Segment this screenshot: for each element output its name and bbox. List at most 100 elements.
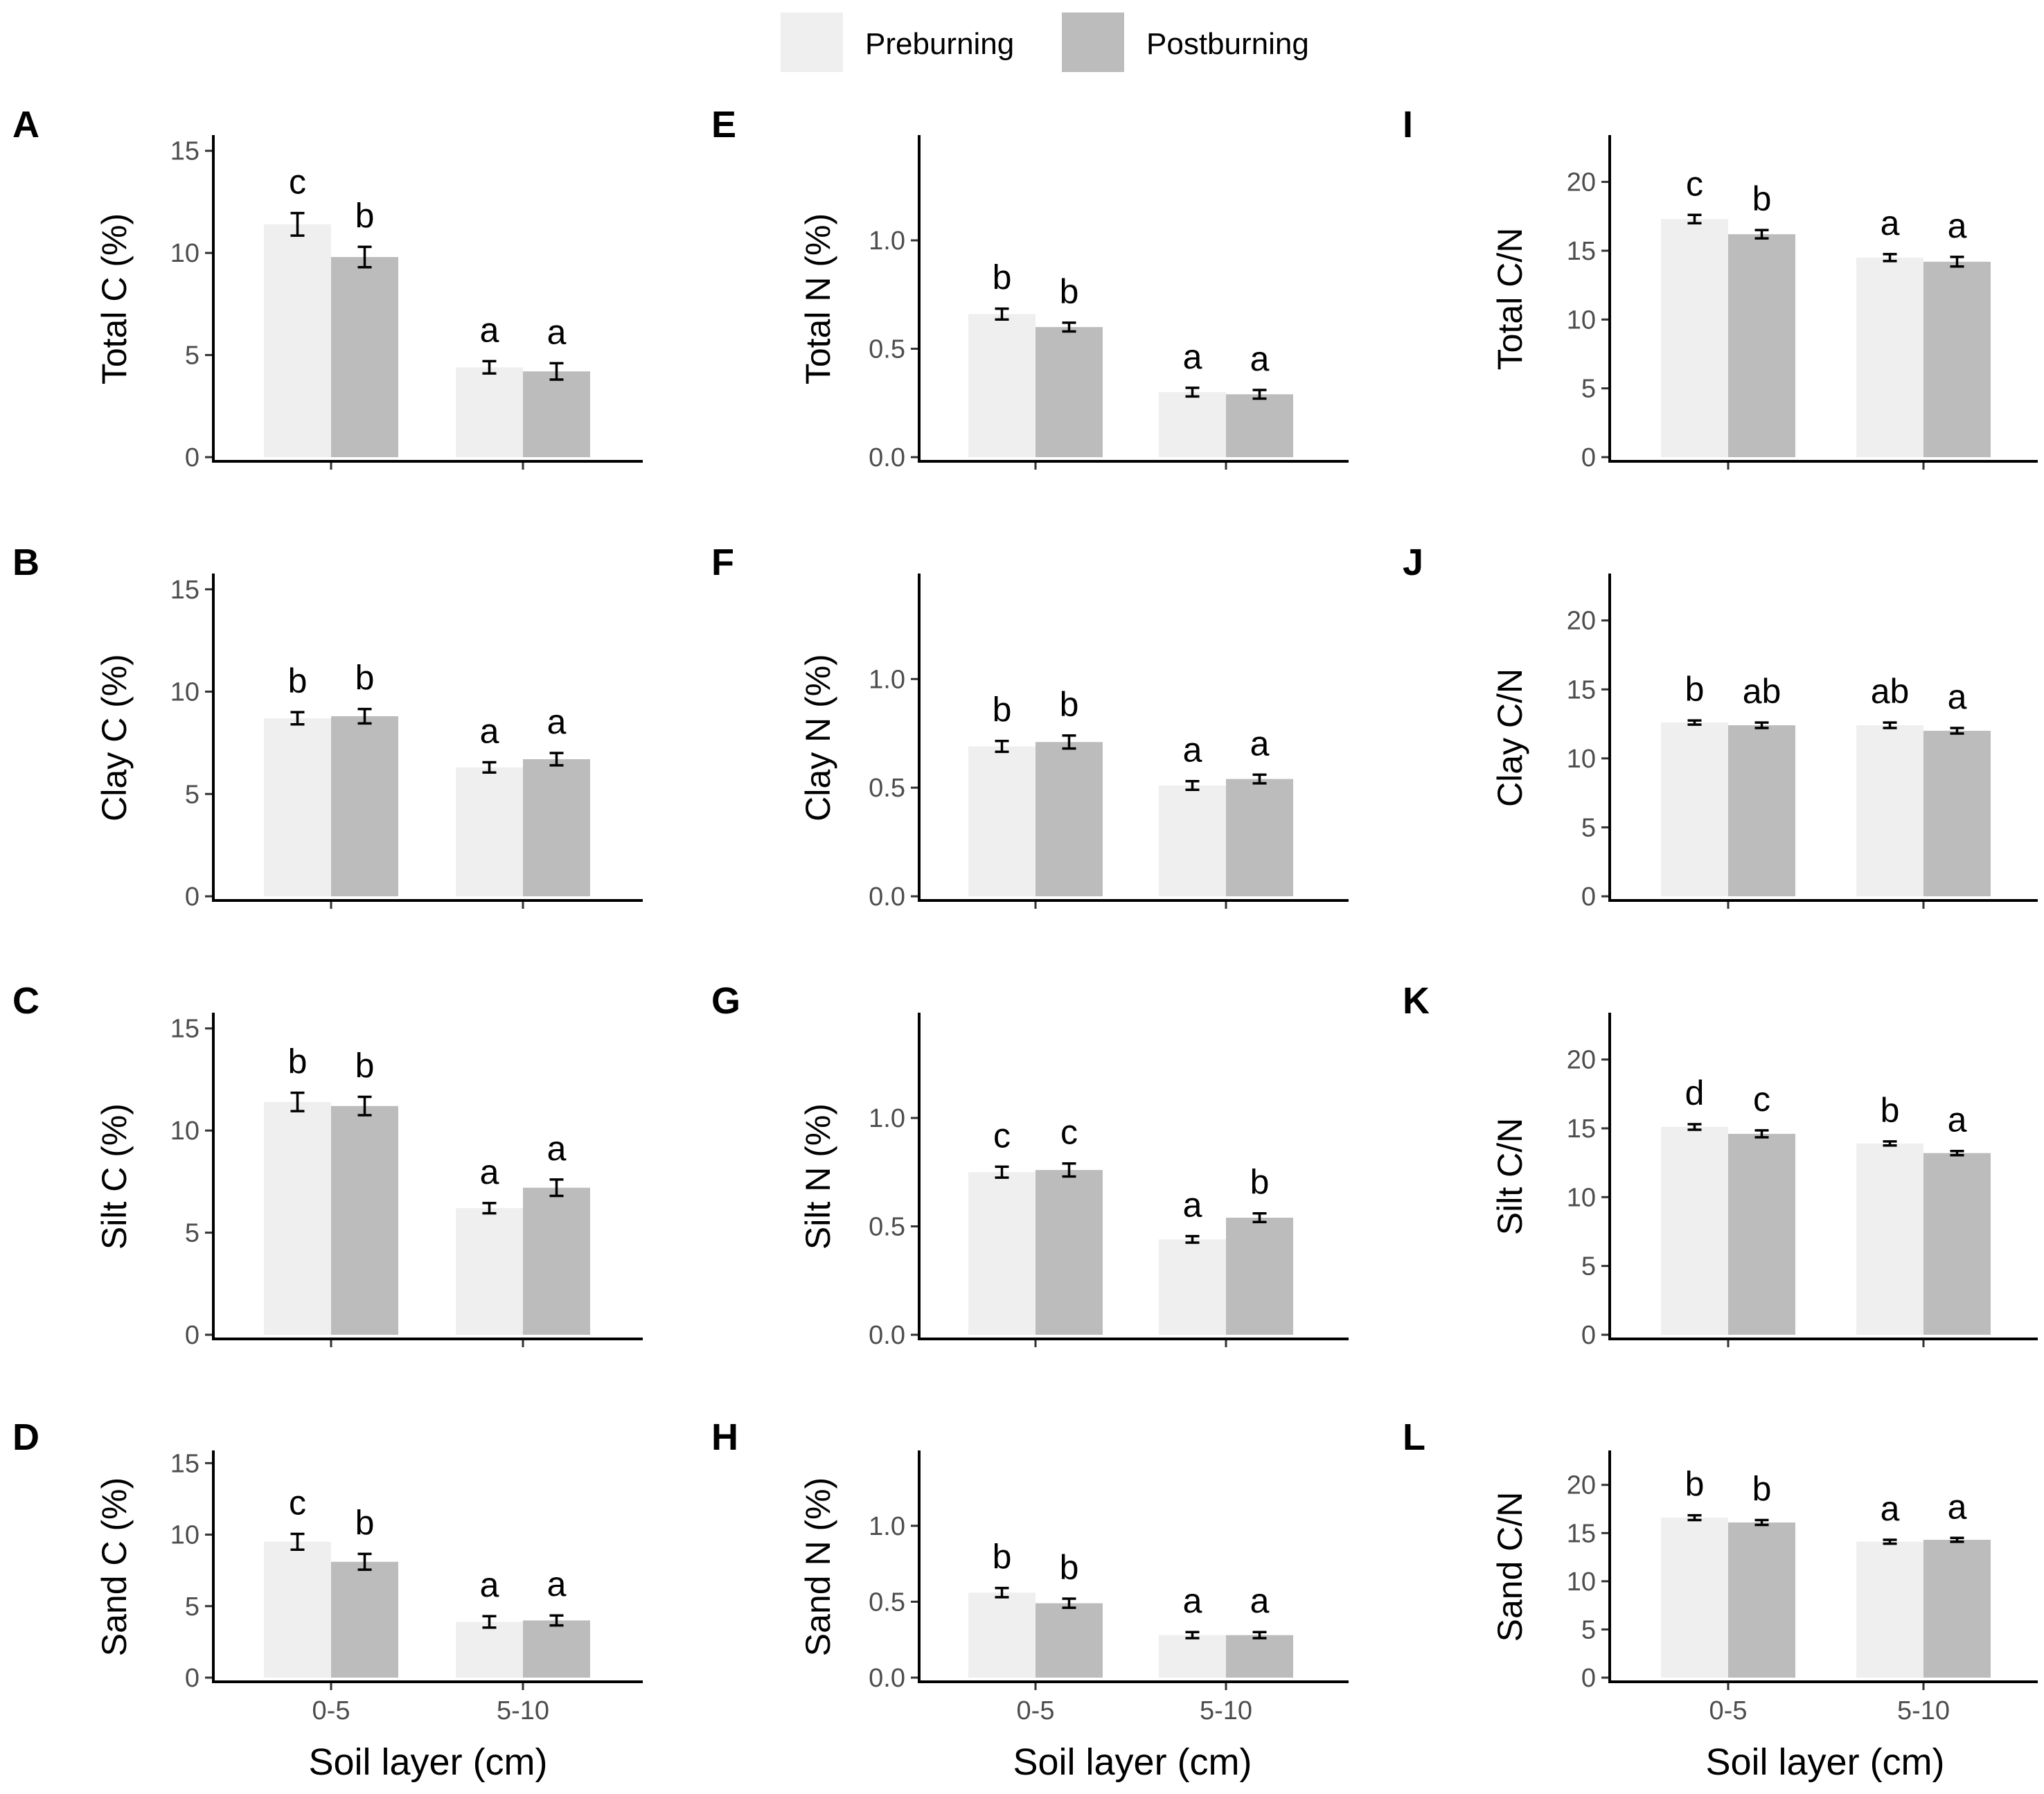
y-axis-title-h: Sand N (%)	[799, 1477, 837, 1656]
bar-h-0-5-preburning	[968, 1592, 1036, 1678]
significance-label-h: a	[1183, 1581, 1202, 1620]
y-tick-label-a: 15	[170, 137, 199, 166]
panel-letter-l: L	[1403, 1416, 1425, 1458]
panel-letter-a: A	[12, 104, 39, 145]
y-tick-label-e: 0.5	[869, 335, 905, 364]
y-axis-title-e: Total N (%)	[799, 213, 837, 384]
significance-label-a: b	[355, 196, 375, 235]
y-tick-label-b: 10	[170, 678, 199, 707]
significance-label-k: b	[1881, 1091, 1900, 1130]
significance-label-l: a	[1948, 1487, 1967, 1526]
significance-label-c: b	[288, 1042, 308, 1081]
significance-label-h: a	[1250, 1581, 1270, 1620]
bar-c-5-10-preburning	[456, 1208, 523, 1335]
bar-k-0-5-preburning	[1661, 1126, 1728, 1335]
panel-d: D Sand C (%) 0 5 10 15 c b 0-5 a a 5-10	[12, 1416, 643, 1725]
significance-label-e: a	[1183, 337, 1202, 376]
significance-label-e: b	[993, 258, 1012, 297]
bar-j-0-5-preburning	[1661, 722, 1728, 896]
y-axis-title-d: Sand C (%)	[95, 1477, 134, 1656]
significance-label-e: b	[1060, 272, 1079, 311]
significance-label-f: b	[1060, 685, 1079, 724]
bar-d-5-10-preburning	[456, 1622, 523, 1678]
panel-letter-f: F	[711, 542, 734, 583]
significance-label-e: a	[1250, 339, 1270, 378]
panel-k: K Silt C/N 0 5 10 15 20 d c b a	[1403, 980, 2038, 1350]
significance-label-k: c	[1753, 1080, 1770, 1119]
significance-label-d: a	[480, 1565, 499, 1604]
y-tick-label-l: 5	[1581, 1615, 1596, 1644]
significance-label-h: b	[1060, 1548, 1079, 1587]
significance-label-g: b	[1250, 1163, 1270, 1202]
bar-a-0-5-postburning	[331, 257, 398, 457]
bar-a-5-10-postburning	[523, 371, 590, 457]
significance-label-f: b	[993, 691, 1012, 729]
y-axis-title-g: Silt N (%)	[799, 1103, 837, 1250]
x-axis-title-col3: Soil layer (cm)	[1705, 1741, 1944, 1783]
bar-k-5-10-preburning	[1856, 1143, 1923, 1335]
significance-label-g: c	[993, 1116, 1011, 1155]
panel-e: E Total N (%) 0.0 0.5 1.0 b b a a	[711, 104, 1349, 472]
bar-a-0-5-preburning	[264, 224, 331, 457]
significance-label-a: a	[480, 310, 499, 349]
significance-label-a: a	[547, 312, 567, 351]
y-tick-label-f: 0.0	[869, 882, 905, 912]
bar-f-0-5-preburning	[968, 746, 1036, 896]
y-tick-label-h: 0.0	[869, 1664, 905, 1693]
y-tick-label-l: 20	[1567, 1471, 1596, 1500]
significance-label-k: a	[1948, 1101, 1967, 1139]
bar-f-0-5-postburning	[1036, 742, 1103, 896]
significance-label-b: b	[288, 661, 308, 700]
legend-swatch-preburning	[781, 12, 843, 72]
y-axis-title-b: Clay C (%)	[95, 654, 134, 821]
y-tick-label-c: 15	[170, 1015, 199, 1044]
significance-label-a: c	[289, 163, 306, 202]
bar-f-5-10-postburning	[1226, 779, 1293, 896]
bar-c-5-10-postburning	[523, 1187, 590, 1335]
legend-swatch-postburning	[1062, 12, 1124, 72]
bar-k-0-5-postburning	[1728, 1133, 1795, 1335]
bar-k-5-10-postburning	[1923, 1153, 1991, 1335]
bar-g-5-10-postburning	[1226, 1217, 1293, 1335]
bar-l-5-10-postburning	[1923, 1540, 1991, 1678]
y-tick-label-k: 0	[1581, 1321, 1596, 1350]
significance-label-k: d	[1685, 1074, 1705, 1112]
bar-b-0-5-postburning	[331, 716, 398, 896]
legend-label-postburning: Postburning	[1146, 27, 1309, 61]
panel-letter-g: G	[711, 980, 740, 1022]
bar-h-5-10-postburning	[1226, 1635, 1293, 1678]
y-tick-label-j: 15	[1567, 675, 1596, 704]
bar-l-0-5-postburning	[1728, 1522, 1795, 1678]
y-tick-label-i: 20	[1567, 168, 1596, 197]
x-tick-label-d: 0-5	[312, 1696, 350, 1725]
significance-label-j: a	[1948, 677, 1967, 716]
significance-label-i: c	[1686, 164, 1703, 203]
bar-j-0-5-postburning	[1728, 725, 1795, 896]
y-tick-label-d: 15	[170, 1449, 199, 1478]
panel-letter-b: B	[12, 542, 39, 583]
panel-f: F Clay N (%) 0.0 0.5 1.0 b b a a	[711, 542, 1349, 912]
y-tick-label-g: 0.5	[869, 1212, 905, 1241]
bar-b-0-5-preburning	[264, 718, 331, 896]
panel-letter-c: C	[12, 980, 39, 1022]
significance-label-i: a	[1881, 204, 1900, 242]
panel-c: C Silt C (%) 0 5 10 15 b b a a	[12, 980, 643, 1350]
x-axis-title-col2: Soil layer (cm)	[1013, 1741, 1252, 1783]
significance-label-l: b	[1685, 1465, 1705, 1504]
bar-e-0-5-preburning	[968, 314, 1036, 457]
y-tick-label-j: 20	[1567, 607, 1596, 636]
y-tick-label-i: 5	[1581, 375, 1596, 404]
bar-g-0-5-preburning	[968, 1172, 1036, 1335]
y-tick-label-e: 1.0	[869, 227, 905, 256]
significance-label-c: a	[480, 1153, 499, 1191]
significance-label-j: b	[1685, 670, 1705, 709]
y-tick-label-k: 20	[1567, 1046, 1596, 1075]
y-tick-label-b: 5	[185, 780, 199, 809]
y-axis-title-a: Total C (%)	[95, 213, 134, 384]
bar-f-5-10-preburning	[1159, 785, 1226, 896]
bar-i-5-10-preburning	[1856, 257, 1923, 457]
bar-i-0-5-preburning	[1661, 219, 1728, 457]
y-tick-label-g: 1.0	[869, 1104, 905, 1133]
x-tick-label-l: 5-10	[1897, 1696, 1950, 1725]
x-tick-label-h: 5-10	[1200, 1696, 1252, 1725]
